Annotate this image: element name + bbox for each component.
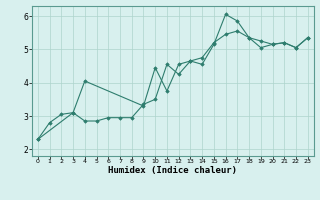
X-axis label: Humidex (Indice chaleur): Humidex (Indice chaleur) — [108, 166, 237, 175]
